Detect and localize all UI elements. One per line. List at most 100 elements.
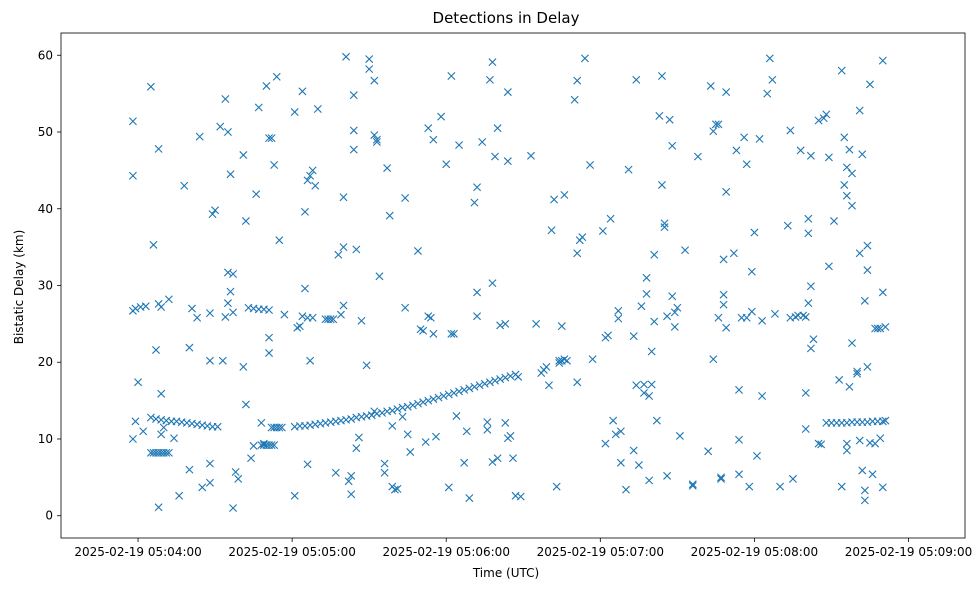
- data-point: [657, 71, 666, 80]
- data-point: [280, 310, 289, 319]
- data-point: [437, 112, 446, 121]
- data-point: [311, 181, 320, 190]
- data-point: [352, 245, 361, 254]
- data-point: [804, 299, 813, 308]
- data-point: [650, 250, 659, 259]
- data-point: [378, 408, 387, 417]
- data-point: [506, 431, 515, 440]
- data-point: [745, 482, 754, 491]
- data-point: [493, 124, 502, 133]
- data-point: [750, 228, 759, 237]
- data-point: [804, 229, 813, 238]
- y-tick-label: 10: [38, 432, 53, 446]
- data-point: [134, 378, 143, 387]
- data-point: [845, 382, 854, 391]
- data-point: [573, 76, 582, 85]
- data-point: [747, 307, 756, 316]
- data-point: [139, 427, 148, 436]
- data-point: [809, 335, 818, 344]
- data-point: [675, 431, 684, 440]
- data-point: [342, 52, 351, 61]
- data-point: [401, 194, 410, 202]
- data-point: [801, 425, 810, 434]
- data-point: [647, 380, 656, 389]
- data-point: [270, 161, 279, 169]
- data-point: [275, 423, 284, 432]
- data-point: [429, 135, 438, 144]
- data-point: [488, 58, 497, 67]
- data-point: [449, 388, 458, 397]
- data-point: [447, 329, 456, 338]
- data-point: [806, 151, 815, 160]
- data-point: [580, 54, 589, 63]
- data-point: [185, 343, 194, 352]
- data-point: [406, 448, 415, 457]
- data-point: [241, 400, 250, 409]
- data-point: [863, 241, 872, 250]
- data-point: [329, 315, 338, 324]
- data-point: [475, 381, 484, 390]
- data-point: [709, 355, 718, 364]
- data-point: [265, 134, 274, 143]
- data-point: [796, 146, 805, 155]
- data-point: [344, 477, 353, 486]
- data-point: [660, 219, 669, 228]
- data-point: [848, 339, 856, 348]
- data-point: [637, 302, 646, 311]
- data-point: [755, 134, 764, 143]
- data-point: [424, 312, 433, 321]
- data-point: [493, 454, 502, 463]
- data-point: [729, 249, 738, 258]
- x-axis-ticks: 2025-02-19 05:04:00 2025-02-19 05:05:00 20…: [74, 538, 972, 559]
- data-point: [830, 217, 839, 226]
- data-point: [444, 390, 453, 399]
- data-point: [211, 206, 220, 215]
- data-point: [349, 91, 358, 100]
- data-point: [275, 236, 284, 245]
- data-point: [709, 127, 718, 136]
- data-point: [419, 398, 428, 407]
- data-point: [758, 316, 767, 325]
- data-point: [473, 288, 482, 297]
- data-point: [483, 425, 492, 434]
- data-point: [455, 387, 464, 396]
- data-point: [205, 459, 214, 468]
- data-point: [226, 170, 235, 179]
- data-point: [503, 157, 512, 166]
- data-point: [668, 292, 677, 301]
- data-point: [668, 141, 677, 150]
- data-point: [152, 345, 161, 354]
- data-point: [604, 331, 613, 340]
- data-point: [714, 120, 723, 129]
- data-point: [146, 82, 155, 91]
- data-point: [480, 379, 489, 388]
- data-point: [208, 210, 217, 219]
- data-point: [842, 446, 851, 455]
- data-point: [216, 122, 225, 131]
- data-point: [570, 95, 579, 104]
- data-point: [205, 478, 214, 487]
- data-point: [858, 466, 867, 475]
- data-point: [665, 115, 674, 124]
- data-point: [557, 322, 566, 331]
- data-point: [616, 458, 625, 467]
- data-point: [349, 145, 358, 154]
- data-point: [562, 356, 571, 365]
- data-point: [496, 375, 505, 384]
- data-point: [735, 470, 743, 479]
- data-point: [501, 319, 510, 328]
- data-point: [747, 267, 756, 276]
- data-point: [855, 106, 864, 115]
- data-point: [742, 160, 751, 169]
- data-point: [491, 376, 500, 385]
- data-point: [817, 440, 826, 449]
- data-point: [303, 460, 312, 469]
- data-point: [645, 476, 654, 485]
- data-point: [223, 128, 232, 136]
- data-point: [223, 299, 232, 308]
- data-point: [842, 439, 851, 448]
- data-point: [842, 191, 851, 200]
- data-point: [624, 165, 633, 174]
- data-point: [632, 75, 641, 84]
